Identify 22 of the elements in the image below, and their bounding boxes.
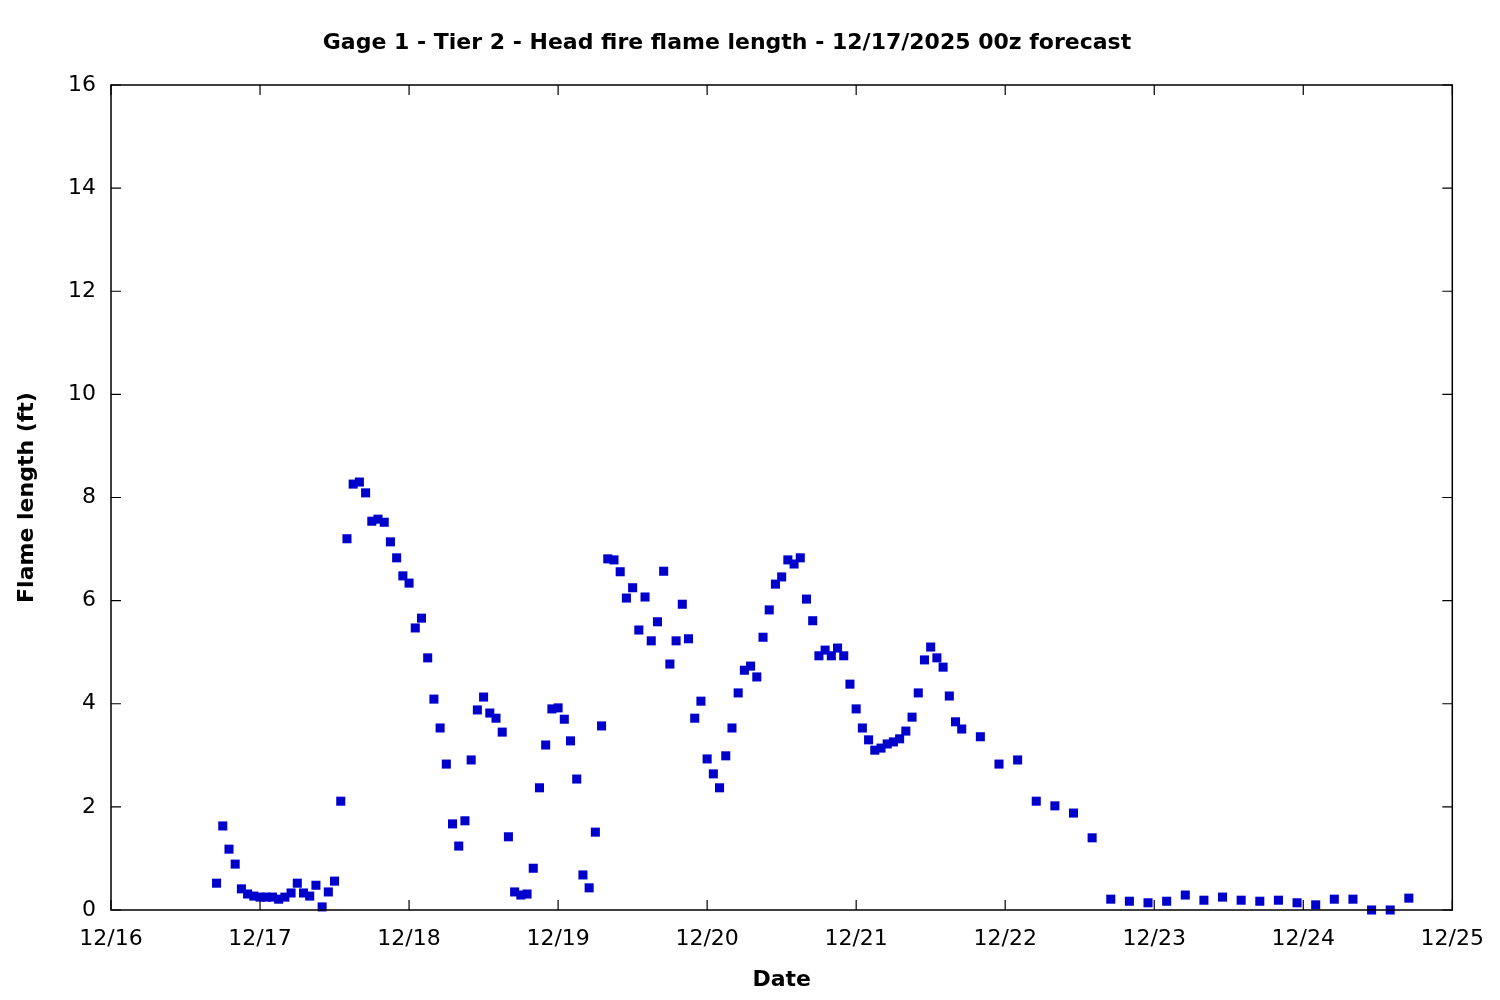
y-tick-label: 8 <box>82 483 96 509</box>
x-tick-label: 12/19 <box>526 924 590 950</box>
y-tick-label: 0 <box>82 895 96 921</box>
chart-title: Gage 1 - Tier 2 - Head fire flame length - 12/17/2025 00z forecast <box>322 28 1132 54</box>
x-tick-label: 12/25 <box>1420 924 1484 950</box>
x-tick-label: 12/22 <box>973 924 1037 950</box>
x-tick-label: 12/18 <box>377 924 441 950</box>
y-tick-label: 16 <box>68 70 96 96</box>
y-tick-label: 12 <box>68 276 96 302</box>
y-tick-label: 14 <box>68 173 96 199</box>
y-axis-title: Flame length (ft) <box>12 392 38 603</box>
x-tick-label: 12/17 <box>228 924 292 950</box>
x-tick-label: 12/24 <box>1271 924 1335 950</box>
y-tick-label: 2 <box>82 792 96 818</box>
y-tick-label: 4 <box>82 689 96 715</box>
x-axis-title: Date <box>752 965 811 991</box>
x-tick-label: 12/23 <box>1122 924 1186 950</box>
x-tick-label: 12/20 <box>675 924 739 950</box>
x-tick-label: 12/16 <box>79 924 143 950</box>
y-tick-label: 6 <box>82 586 96 612</box>
x-tick-label: 12/21 <box>824 924 888 950</box>
y-tick-label: 10 <box>68 380 96 406</box>
